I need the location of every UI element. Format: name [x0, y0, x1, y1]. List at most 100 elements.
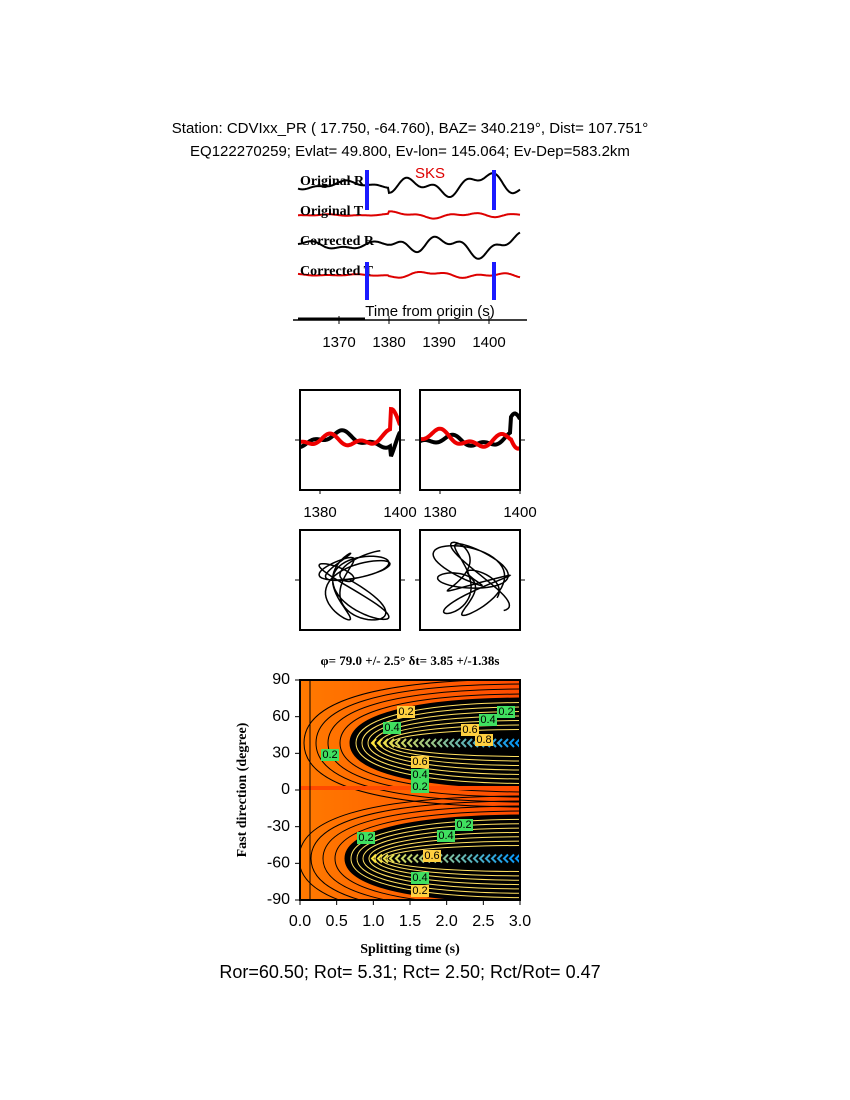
contour-label: 0.2: [412, 885, 427, 897]
chevron: [442, 738, 449, 748]
contour: [334, 810, 520, 900]
chevron: [460, 853, 467, 864]
chevron: [376, 738, 383, 748]
grid-title: φ= 79.0 +/- 2.5° δt= 3.85 +/-1.38s: [321, 653, 500, 668]
contour: [315, 683, 520, 803]
contour: [303, 680, 520, 808]
label-box: [461, 724, 479, 736]
contour: [373, 715, 520, 771]
y-tick-label: 60: [272, 708, 290, 725]
label-box: [437, 830, 455, 842]
x-tick-label: 1.0: [362, 913, 384, 930]
x-axis-label: Splitting time (s): [360, 942, 460, 957]
chevron: [460, 738, 467, 748]
chevron: [418, 738, 425, 748]
chevron: [448, 853, 455, 864]
chevron: [514, 853, 520, 864]
contour-label: 0.6: [424, 850, 439, 862]
chevron: [454, 738, 461, 748]
band: [300, 786, 520, 790]
contour-label: 0.6: [412, 756, 427, 768]
label-box: [411, 885, 429, 897]
chevron: [400, 738, 407, 748]
contour-label: 0.4: [412, 872, 427, 884]
contour-label: 0.2: [498, 706, 513, 718]
label-box: [383, 722, 401, 734]
waveform: [420, 426, 520, 451]
x-tick-label: 1.5: [399, 913, 421, 930]
contour-label: 0.4: [384, 722, 399, 734]
chevron: [424, 738, 431, 748]
label-box: [397, 706, 415, 718]
label-box: [411, 781, 429, 793]
contour-label: 0.2: [412, 781, 427, 793]
chevron: [454, 853, 461, 864]
chevron: [418, 853, 425, 864]
chevron: [376, 853, 383, 864]
trace-label: Corrected T: [300, 264, 374, 279]
chevron: [490, 853, 497, 864]
chevron: [496, 738, 503, 748]
contour: [367, 711, 520, 775]
x-tick-label: 1380: [372, 334, 405, 351]
trace-label: Corrected R: [300, 234, 375, 249]
label-box: [455, 819, 473, 831]
contour-label: 0.4: [412, 769, 427, 781]
header-line: EQ122270259; Evlat= 49.800, Ev-lon= 145.…: [190, 143, 630, 160]
contour: [322, 805, 520, 900]
contour: [379, 720, 520, 766]
waveform: [300, 428, 400, 457]
label-box: [411, 872, 429, 884]
contour-label: 0.6: [462, 724, 477, 736]
label-box: [411, 769, 429, 781]
x-tick-label: 1370: [322, 334, 355, 351]
chevron: [448, 738, 455, 748]
contour-label: 0.2: [456, 819, 471, 831]
contour: [385, 724, 520, 762]
y-tick-label: -60: [267, 855, 290, 872]
chevron: [514, 738, 520, 748]
chevron: [466, 738, 473, 748]
x-tick-label: 2.0: [436, 913, 458, 930]
contour: [386, 844, 520, 873]
chevron: [502, 738, 509, 748]
chevron: [382, 738, 389, 748]
label-box: [321, 749, 339, 761]
y-tick-label: 90: [272, 671, 290, 688]
x-tick-label: 1380: [423, 504, 456, 521]
x-tick-label: 2.5: [472, 913, 494, 930]
chevron: [508, 853, 515, 864]
trace-label: Original T: [300, 204, 364, 219]
contour-label: 0.2: [358, 832, 373, 844]
chevron: [400, 853, 407, 864]
x-axis-label: Time from origin (s): [365, 303, 494, 320]
waveform: [300, 406, 400, 448]
chevron: [436, 738, 443, 748]
chevron: [394, 853, 401, 864]
x-tick-label: 1400: [503, 504, 536, 521]
contour: [310, 800, 520, 900]
x-tick-label: 3.0: [509, 913, 531, 930]
label-box: [479, 714, 497, 726]
waveform: [420, 411, 520, 448]
label-box: [475, 734, 493, 746]
label-box: [423, 850, 441, 862]
contour: [355, 702, 520, 784]
particle-motion: [432, 541, 512, 617]
chevron: [508, 738, 515, 748]
contour-label: 0.4: [480, 714, 495, 726]
x-tick-label: 1400: [472, 334, 505, 351]
waveform: [297, 231, 521, 260]
chevron: [466, 853, 473, 864]
chevron: [394, 738, 401, 748]
contour: [356, 823, 520, 894]
footer: Ror=60.50; Rot= 5.31; Rct= 2.50; Rct/Rot…: [219, 962, 600, 982]
x-tick-label: 1400: [383, 504, 416, 521]
y-tick-label: -30: [267, 818, 290, 835]
chevron: [412, 853, 419, 864]
chevron: [388, 738, 395, 748]
chevron: [370, 853, 377, 864]
x-tick-label: 1380: [303, 504, 336, 521]
waveform: [297, 271, 521, 279]
chevron: [496, 853, 503, 864]
